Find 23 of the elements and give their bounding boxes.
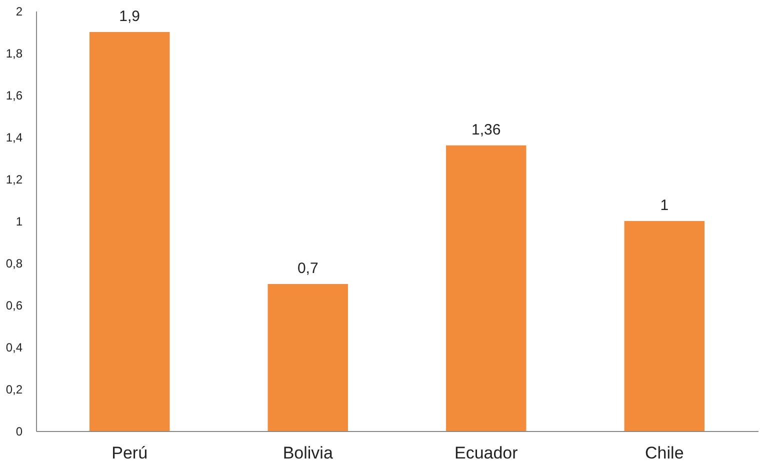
y-tick-label: 1,6 bbox=[6, 88, 23, 102]
bar bbox=[624, 221, 705, 431]
y-tick-label: 0 bbox=[16, 424, 23, 438]
y-tick-label: 0,8 bbox=[6, 256, 23, 270]
bar bbox=[89, 32, 170, 431]
x-tick-label: Ecuador bbox=[454, 444, 518, 462]
y-tick-label: 0,4 bbox=[6, 340, 23, 354]
bar bbox=[446, 145, 526, 431]
y-tick-label: 1,2 bbox=[6, 172, 23, 186]
bar bbox=[268, 284, 348, 431]
data-label: 1,36 bbox=[472, 121, 501, 138]
data-label: 1,9 bbox=[119, 8, 140, 25]
y-tick-label: 0,6 bbox=[6, 298, 23, 312]
x-tick-label: Bolivia bbox=[282, 444, 334, 462]
y-tick-label: 0,2 bbox=[6, 382, 23, 396]
y-tick-label: 1 bbox=[16, 214, 23, 228]
data-label: 0,7 bbox=[297, 260, 318, 277]
y-tick-label: 2 bbox=[16, 4, 23, 18]
data-label: 1 bbox=[660, 197, 669, 214]
x-tick-label: Perú bbox=[112, 444, 148, 462]
x-tick-label: Chile bbox=[645, 444, 684, 462]
y-tick-label: 1,8 bbox=[6, 46, 23, 60]
y-tick-label: 1,4 bbox=[6, 130, 23, 144]
